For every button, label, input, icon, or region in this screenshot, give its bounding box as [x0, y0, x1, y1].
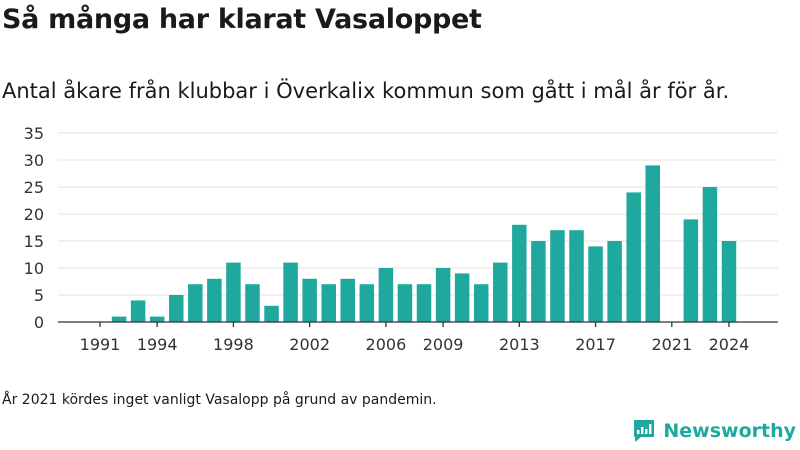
- bar-2003: [321, 284, 336, 322]
- x-tick-label: 1991: [80, 335, 121, 354]
- x-tick-label: 2017: [575, 335, 616, 354]
- bar-2017: [588, 246, 603, 322]
- bar-2020: [645, 165, 660, 322]
- x-axis-ticks: 1991 1994 1998 2002 2006 2009 2013 2017 2021 2024: [80, 322, 750, 354]
- bar-2014: [531, 241, 546, 322]
- bar-2016: [569, 230, 584, 322]
- x-tick-label: 2013: [499, 335, 540, 354]
- y-tick-label: 10: [24, 259, 44, 278]
- x-tick-label: 2021: [651, 335, 692, 354]
- y-tick-label: 15: [24, 232, 44, 251]
- y-tick-label: 25: [24, 178, 44, 197]
- bar-2008: [416, 284, 432, 322]
- bar-2011: [473, 284, 489, 322]
- newsworthy-logo-icon: [634, 420, 655, 442]
- brand-logo[interactable]: Newsworthy: [632, 418, 796, 444]
- bar-2012: [493, 262, 508, 322]
- chart-title: Så många har klarat Vasaloppet: [2, 4, 482, 35]
- bar-2024: [721, 241, 737, 322]
- footnote: År 2021 kördes inget vanligt Vasalopp på…: [2, 392, 437, 408]
- bars: [111, 165, 737, 322]
- bar-2023: [702, 187, 718, 322]
- bar-1996: [188, 284, 203, 322]
- chart-subtitle: Antal åkare från klubbar i Överkalix kom…: [2, 79, 730, 103]
- x-tick-label: 2024: [709, 335, 750, 354]
- x-tick-label: 2009: [423, 335, 464, 354]
- y-tick-label: 35: [24, 124, 44, 143]
- bar-2005: [359, 284, 375, 322]
- x-tick-label: 2006: [366, 335, 407, 354]
- bar-1993: [130, 300, 146, 322]
- bar-1995: [168, 295, 184, 322]
- bar-chart: 0 5 10 15 20 25 30 35 1991 1994 1998 2002 2006 2009 2…: [24, 124, 778, 354]
- x-tick-label: 1994: [137, 335, 178, 354]
- bar-2009: [435, 268, 451, 322]
- bar-1999: [245, 284, 260, 322]
- bar-2002: [302, 278, 317, 322]
- y-tick-label: 20: [24, 205, 44, 224]
- bar-1992: [111, 316, 127, 322]
- x-tick-label: 1998: [213, 335, 254, 354]
- gridlines: [58, 132, 778, 296]
- bar-2015: [550, 230, 565, 322]
- bar-2001: [283, 262, 298, 322]
- bar-2004: [340, 278, 356, 322]
- bar-1997: [207, 278, 222, 322]
- bar-2013: [512, 224, 527, 322]
- y-tick-label: 0: [34, 313, 44, 332]
- y-axis-ticks: 0 5 10 15 20 25 30 35: [24, 124, 44, 332]
- bar-2018: [607, 241, 622, 322]
- bar-2007: [397, 284, 413, 322]
- bar-2000: [264, 305, 279, 322]
- bar-2022: [683, 219, 699, 322]
- y-tick-label: 5: [34, 286, 44, 305]
- bar-2010: [454, 273, 470, 322]
- bar-2006: [378, 268, 394, 322]
- bar-1998: [226, 262, 241, 322]
- y-tick-label: 30: [24, 151, 44, 170]
- bar-2019: [626, 192, 641, 322]
- brand-name: Newsworthy: [663, 420, 796, 442]
- bar-1994: [149, 316, 165, 322]
- x-tick-label: 2002: [289, 335, 330, 354]
